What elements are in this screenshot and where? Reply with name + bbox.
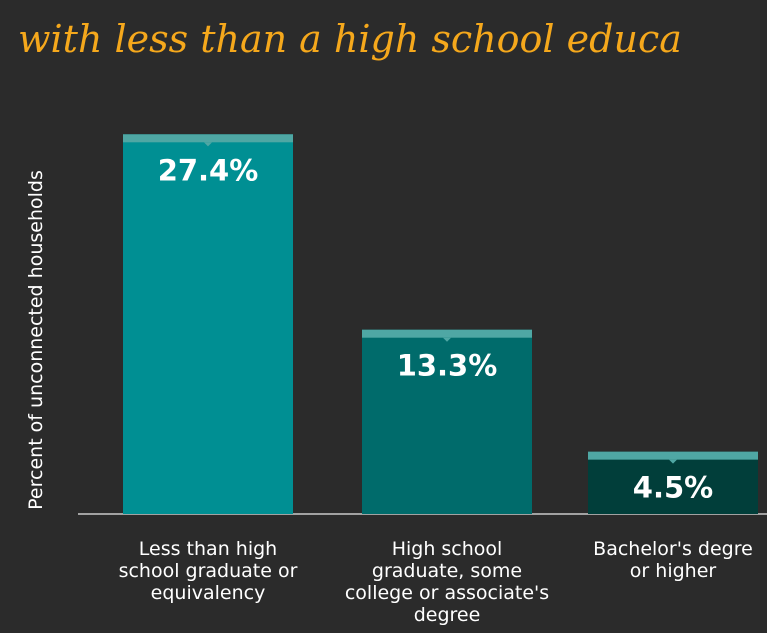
value-label-1: 27.4% — [158, 153, 259, 187]
category-label-3-line-1: Bachelor's degre — [593, 538, 753, 560]
category-label-2-line-3: college or associate's — [345, 582, 549, 604]
y-axis-label: Percent of unconnected households — [25, 170, 47, 510]
bar-1 — [123, 134, 293, 515]
category-label-2-line-1: High school — [392, 538, 503, 560]
value-label-2: 13.3% — [397, 349, 498, 383]
bar-cap-pointer-1 — [204, 142, 212, 147]
chart-title: with less than a high school educa — [18, 17, 682, 61]
category-label-2-line-2: graduate, some — [372, 560, 522, 582]
bar-cap-pointer-2 — [443, 337, 451, 342]
bar-cap-2 — [362, 329, 532, 338]
bar-cap-3 — [588, 451, 758, 460]
category-label-1-line-2: school graduate or — [119, 560, 298, 582]
category-label-1-line-3: equivalency — [151, 582, 266, 604]
category-label-2-line-4: degree — [414, 604, 481, 626]
bar-cap-pointer-3 — [669, 459, 677, 464]
category-label-1-line-1: Less than high — [139, 538, 277, 560]
bar-2 — [362, 329, 532, 514]
category-label-3-line-2: or higher — [630, 560, 717, 582]
value-label-3: 4.5% — [633, 471, 713, 505]
bar-cap-1 — [123, 134, 293, 143]
